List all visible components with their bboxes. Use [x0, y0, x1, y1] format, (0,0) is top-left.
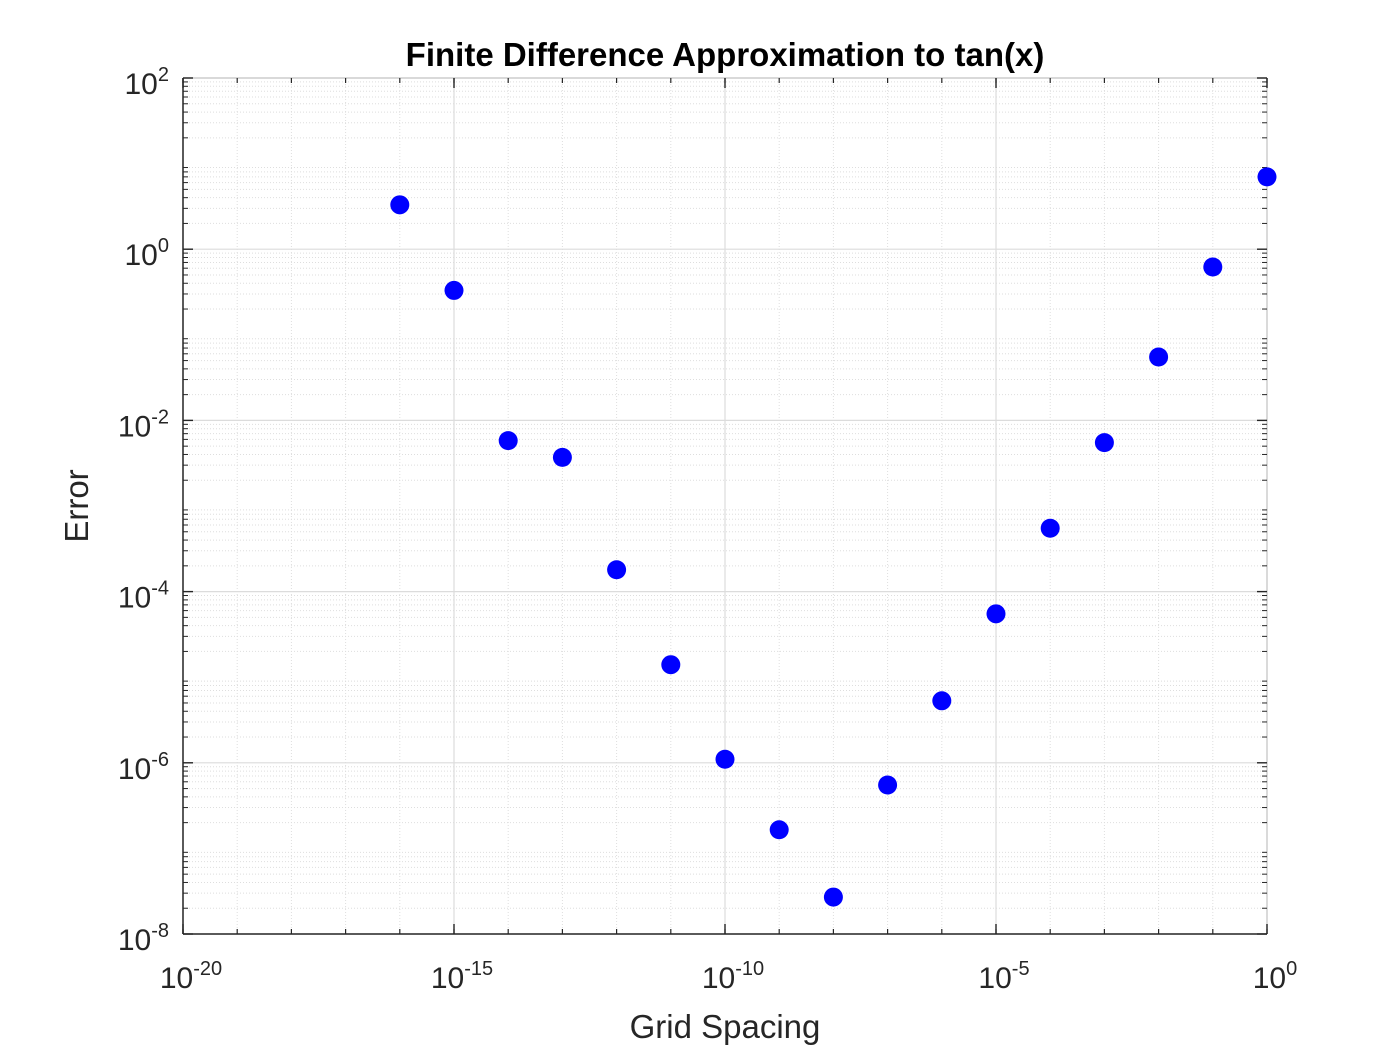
chart-title: Finite Difference Approximation to tan(x…: [406, 36, 1045, 73]
data-point: [823, 887, 843, 907]
data-point: [661, 655, 681, 675]
x-tick-labels: 10-20 10-15 10-10 10-5 100: [160, 958, 1297, 995]
x-axis-label: Grid Spacing: [630, 1008, 821, 1045]
y-tick-labels: 10-8 10-6 10-4 10-2 100 102: [118, 64, 169, 957]
data-point: [986, 604, 1006, 624]
y-tick-label: 10-4: [118, 578, 169, 615]
data-point: [769, 820, 789, 840]
y-tick-label: 102: [125, 64, 170, 101]
x-tick-label: 10-20: [160, 958, 222, 995]
data-point: [1257, 167, 1277, 187]
data-point: [444, 280, 464, 300]
y-tick-label: 10-8: [118, 920, 169, 957]
data-point: [1149, 347, 1169, 367]
data-point: [552, 447, 572, 467]
data-point: [715, 749, 735, 769]
x-tick-label: 100: [1253, 958, 1298, 995]
data-point: [932, 691, 952, 711]
data-point: [390, 195, 410, 215]
x-tick-label: 10-10: [702, 958, 764, 995]
data-point: [878, 775, 898, 795]
data-point: [607, 560, 627, 580]
minor-grid: [183, 78, 1267, 934]
data-point: [1094, 433, 1114, 453]
data-point: [1203, 257, 1223, 277]
y-axis-label: Error: [58, 469, 95, 542]
data-point: [1040, 518, 1060, 538]
x-tick-label: 10-15: [431, 958, 493, 995]
data-point: [498, 431, 518, 451]
y-tick-label: 10-6: [118, 749, 169, 786]
data-points: [390, 167, 1277, 907]
y-tick-label: 10-2: [118, 406, 169, 443]
x-tick-label: 10-5: [978, 958, 1029, 995]
y-tick-label: 100: [125, 235, 170, 272]
